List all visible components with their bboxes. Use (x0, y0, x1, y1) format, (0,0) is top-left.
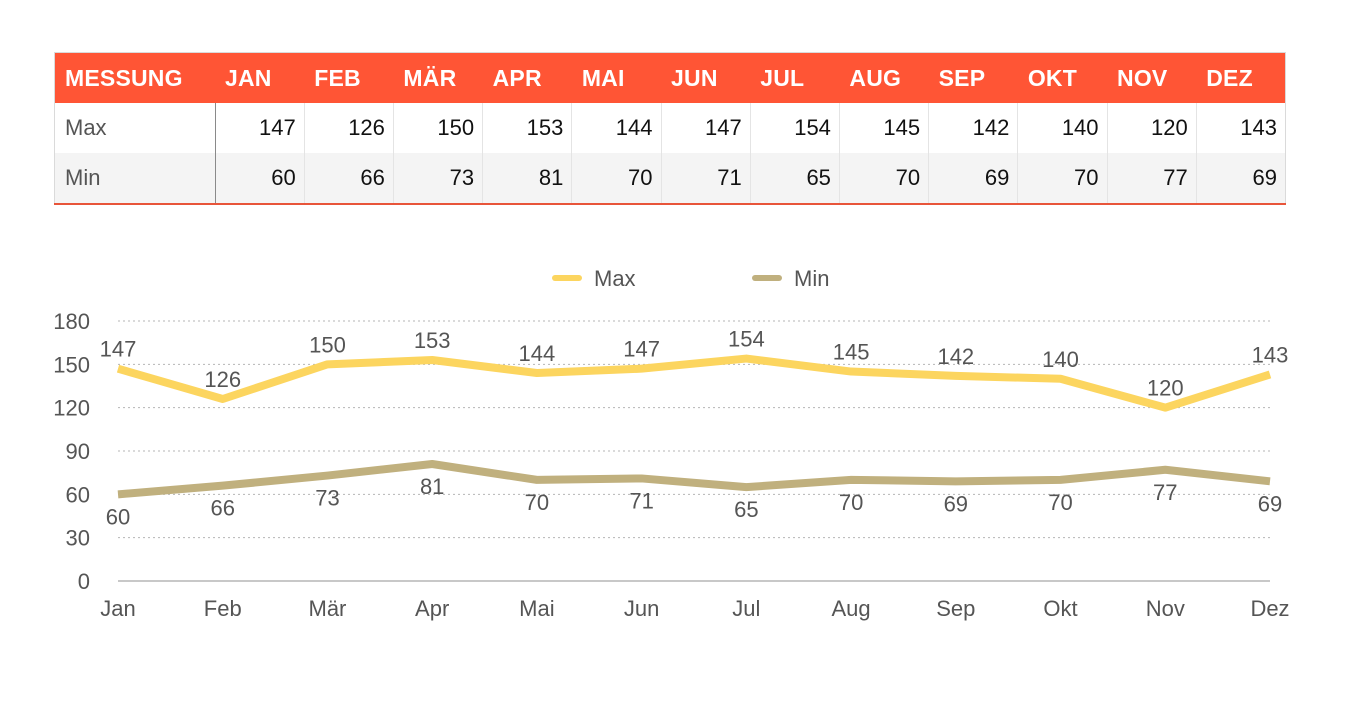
row-label: Min (54, 153, 216, 204)
data-label: 65 (734, 497, 758, 522)
header-month: NOV (1107, 52, 1197, 103)
data-label: 70 (1048, 490, 1072, 515)
y-tick-label: 180 (53, 309, 90, 334)
table-cell: 153 (482, 103, 573, 153)
x-tick-label: Jun (624, 596, 659, 621)
data-label: 126 (204, 367, 241, 392)
header-month: FEB (304, 52, 394, 103)
x-tick-label: Feb (204, 596, 242, 621)
line-chart: 0 30 60 90 120 150 180 Jan Feb Mär Apr Mai Jun Jul Aug… (53, 266, 1289, 621)
table-cell: 150 (393, 103, 484, 153)
table-cell: 147 (215, 103, 305, 153)
table-cell: 73 (393, 153, 484, 204)
data-label: 142 (937, 344, 974, 369)
x-tick-label: Jul (732, 596, 760, 621)
table-cell: 154 (750, 103, 840, 153)
table-cell: 66 (304, 153, 394, 204)
table-cell: 145 (839, 103, 930, 153)
data-label: 77 (1153, 480, 1177, 505)
table-cell: 143 (1196, 103, 1286, 153)
header-month: JAN (215, 52, 305, 103)
table-cell: 81 (482, 153, 573, 204)
table-cell: 126 (304, 103, 394, 153)
table-header-row: MESSUNG JAN FEB MÄR APR MAI JUN JUL AUG … (54, 52, 1286, 103)
table-cell: 69 (928, 153, 1019, 204)
table-cell: 70 (839, 153, 930, 204)
header-month: AUG (839, 52, 929, 103)
data-label: 153 (414, 328, 451, 353)
header-month: MÄR (393, 52, 483, 103)
x-tick-label: Nov (1146, 596, 1185, 621)
y-tick-label: 120 (53, 396, 90, 421)
data-label: 69 (1258, 491, 1282, 516)
header-month: SEP (928, 52, 1018, 103)
table-cell: 60 (215, 153, 305, 204)
data-label: 150 (309, 332, 346, 357)
y-tick-label: 90 (66, 439, 90, 464)
x-tick-label: Apr (415, 596, 449, 621)
x-tick-label: Mär (309, 596, 347, 621)
table-cell: 144 (571, 103, 662, 153)
data-label: 120 (1147, 376, 1184, 401)
x-tick-label: Dez (1250, 596, 1289, 621)
data-label: 71 (629, 488, 653, 513)
table-row-min: Min 60 66 73 81 70 71 65 70 69 70 77 69 (54, 153, 1286, 204)
header-month: JUN (661, 52, 751, 103)
header-month: OKT (1017, 52, 1108, 103)
data-label: 154 (728, 327, 765, 352)
legend-label: Min (794, 266, 829, 291)
series-line-min (117, 460, 1271, 499)
table-cell: 120 (1107, 103, 1197, 153)
data-label: 70 (839, 490, 863, 515)
table-cell: 71 (661, 153, 751, 204)
y-tick-label: 30 (66, 526, 90, 551)
y-tick-label: 0 (78, 569, 90, 594)
y-tick-label: 150 (53, 352, 90, 377)
x-tick-label: Sep (936, 596, 975, 621)
y-tick-label: 60 (66, 482, 90, 507)
header-label: MESSUNG (54, 52, 215, 103)
data-label: 145 (833, 340, 870, 365)
x-tick-label: Mai (519, 596, 554, 621)
table-cell: 77 (1107, 153, 1197, 204)
table-cell: 65 (750, 153, 840, 204)
table-cell: 147 (661, 103, 751, 153)
table-cell: 142 (928, 103, 1019, 153)
data-table: MESSUNG JAN FEB MÄR APR MAI JUN JUL AUG … (54, 52, 1286, 205)
header-month: DEZ (1196, 52, 1286, 103)
data-label: 144 (519, 341, 556, 366)
data-label: 73 (315, 486, 339, 511)
data-label: 81 (420, 474, 444, 499)
table-cell: 70 (571, 153, 662, 204)
header-month: MAI (571, 52, 662, 103)
table-row-max: Max 147 126 150 153 144 147 154 145 142 … (54, 103, 1286, 153)
x-tick-label: Jan (100, 596, 135, 621)
legend-label: Max (594, 266, 636, 291)
data-label: 147 (623, 337, 660, 362)
row-label: Max (54, 103, 216, 153)
header-month: APR (482, 52, 572, 103)
series-line-max (116, 354, 1272, 412)
x-tick-label: Aug (832, 596, 871, 621)
data-label: 66 (210, 496, 234, 521)
x-tick-label: Okt (1043, 596, 1077, 621)
data-label: 143 (1252, 342, 1289, 367)
data-label: 60 (106, 504, 130, 529)
data-label: 140 (1042, 347, 1079, 372)
data-label: 70 (525, 490, 549, 515)
table-cell: 69 (1196, 153, 1286, 204)
table-cell: 140 (1017, 103, 1108, 153)
data-label: 147 (100, 337, 137, 362)
header-month: JUL (750, 52, 840, 103)
table-cell: 70 (1017, 153, 1108, 204)
data-label: 69 (944, 491, 968, 516)
